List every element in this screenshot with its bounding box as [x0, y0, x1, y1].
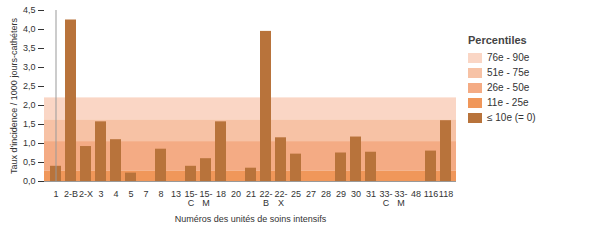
svg-text:3,0: 3,0: [23, 62, 36, 72]
svg-text:2-X: 2-X: [79, 189, 93, 199]
svg-text:15-M: 15-M: [199, 189, 212, 208]
svg-text:30: 30: [351, 189, 361, 199]
svg-text:22-B: 22-B: [259, 189, 272, 208]
html-text:76e - 90e: 76e - 90e: [487, 52, 530, 63]
svg-text:2,0: 2,0: [23, 100, 36, 110]
svg-text:13: 13: [171, 189, 181, 199]
svg-text:22-X: 22-X: [274, 189, 287, 208]
svg-text:4,0: 4,0: [23, 24, 36, 34]
svg-text:8: 8: [158, 189, 163, 199]
html-text:26e - 50e: 26e - 50e: [487, 82, 530, 93]
svg-text:2,5: 2,5: [23, 81, 36, 91]
svg-text:Numéros des unités de soins in: Numéros des unités de soins intensifs: [175, 214, 327, 224]
svg-text:4,5: 4,5: [23, 5, 36, 15]
svg-text:20: 20: [231, 189, 241, 199]
svg-text:Taux d'incidence / 1000 jours-: Taux d'incidence / 1000 jours-cathéters: [9, 18, 19, 174]
svg-text:0,5: 0,5: [23, 157, 36, 167]
svg-text:48: 48: [411, 189, 421, 199]
svg-text:5: 5: [128, 189, 133, 199]
svg-text:28: 28: [321, 189, 331, 199]
svg-text:3: 3: [98, 189, 103, 199]
svg-text:15-C: 15-C: [184, 189, 197, 208]
svg-text:27: 27: [306, 189, 316, 199]
svg-text:21: 21: [246, 189, 256, 199]
html-text:51e - 75e: 51e - 75e: [487, 67, 530, 78]
svg-text:33-M: 33-M: [394, 189, 407, 208]
html-text:≤ 10e (= 0): ≤ 10e (= 0): [487, 112, 536, 123]
svg-text:33-C: 33-C: [379, 189, 392, 208]
svg-text:4: 4: [113, 189, 118, 199]
svg-text:1: 1: [53, 189, 58, 199]
svg-text:118: 118: [439, 189, 453, 199]
svg-text:31: 31: [366, 189, 376, 199]
html-text:11e - 25e: 11e - 25e: [487, 97, 529, 108]
svg-text:29: 29: [336, 189, 346, 199]
html-text:Percentiles: Percentiles: [468, 34, 527, 46]
svg-text:25: 25: [291, 189, 301, 199]
svg-text:3,5: 3,5: [23, 43, 36, 53]
svg-text:1,0: 1,0: [23, 138, 36, 148]
svg-text:1,5: 1,5: [23, 119, 36, 129]
svg-text:116: 116: [424, 189, 438, 199]
svg-text:2-B: 2-B: [64, 189, 78, 199]
svg-text:18: 18: [216, 189, 226, 199]
svg-text:0,0: 0,0: [23, 176, 36, 186]
svg-text:7: 7: [143, 189, 148, 199]
